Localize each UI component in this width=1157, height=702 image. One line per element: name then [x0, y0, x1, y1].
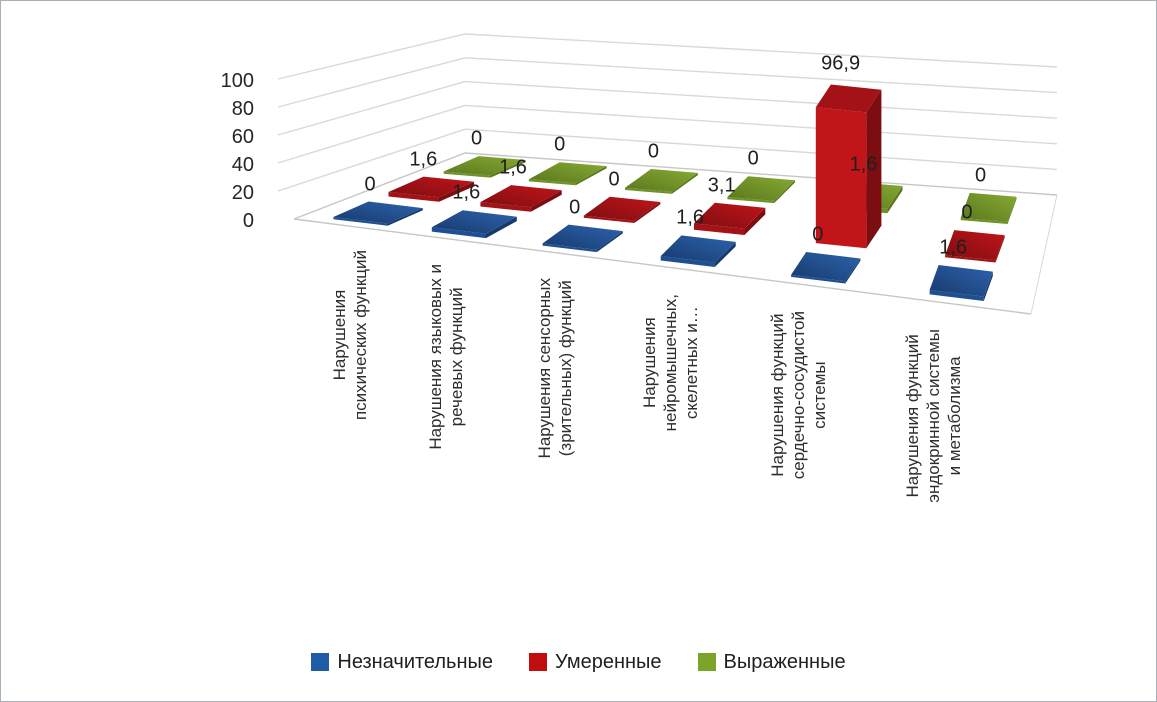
- column-side-face: [1007, 196, 1017, 224]
- floor-front-edge: [293, 218, 1032, 315]
- column-front-face: [791, 274, 846, 284]
- column-side-face: [490, 160, 526, 178]
- column-top-face: [815, 84, 882, 113]
- column-front-face: [388, 192, 439, 202]
- column-top-face: [443, 156, 526, 176]
- column-top-face: [945, 230, 1005, 261]
- column-top-face: [625, 169, 698, 192]
- column-side-face: [887, 186, 903, 214]
- legend-swatch-icon: [311, 653, 330, 671]
- column-side-face: [866, 89, 882, 249]
- column-top-face: [388, 176, 475, 198]
- legend-swatch-icon: [529, 653, 548, 671]
- column-side-face: [714, 241, 736, 267]
- column-front-face: [431, 227, 486, 239]
- floor-right-edge: [1030, 194, 1058, 315]
- legend: Незначительные Умеренные Выраженные: [1, 645, 1156, 679]
- legend-item: Выраженные: [697, 650, 846, 674]
- column-side-face: [387, 208, 423, 226]
- column-front-face: [528, 179, 576, 186]
- column-side-face: [575, 166, 607, 186]
- gridline: [277, 33, 1058, 80]
- column-side-face: [439, 181, 475, 202]
- column-front-face: [333, 217, 388, 226]
- gridline: [277, 57, 1058, 108]
- column-front-face: [727, 197, 775, 204]
- column-side-face: [671, 172, 698, 194]
- column-side-face: [634, 202, 661, 223]
- column-top-face: [791, 252, 861, 282]
- column-top-face: [960, 192, 1017, 222]
- column-top-face: [727, 176, 795, 201]
- column-side-face: [530, 190, 562, 212]
- column-top-face: [929, 265, 993, 297]
- column-top-face: [542, 224, 623, 250]
- column-top-face: [660, 235, 736, 263]
- gridline: [277, 104, 1058, 164]
- legend-label: Выраженные: [723, 650, 846, 673]
- column-side-face: [845, 258, 861, 284]
- column-top-face: [333, 201, 423, 224]
- column-front-face: [660, 256, 715, 267]
- column-top-face: [431, 210, 517, 234]
- column-side-face: [486, 216, 517, 239]
- column-front-face: [542, 243, 597, 253]
- legend-item: Умеренные: [529, 651, 662, 674]
- column-front-face: [583, 215, 635, 223]
- column-side-face: [744, 207, 766, 235]
- legend-item: Незначительные: [311, 651, 493, 674]
- column-top-face: [583, 196, 661, 221]
- column-front-face: [480, 202, 531, 212]
- column-front-face: [929, 290, 984, 301]
- column-side-face: [774, 180, 795, 204]
- column-front-face: [945, 255, 996, 263]
- column-side-face: [596, 231, 623, 253]
- column-front-face: [694, 223, 745, 235]
- column-side-face: [995, 235, 1005, 263]
- column-front-face: [625, 187, 672, 194]
- legend-label: Умеренные: [555, 650, 662, 673]
- legend-label: Незначительные: [337, 650, 494, 673]
- column-side-face: [983, 271, 993, 301]
- column-top-face: [480, 185, 562, 208]
- column-top-face: [694, 202, 766, 229]
- column-front-face: [443, 171, 491, 178]
- column-top-face: [528, 162, 607, 184]
- column-front-face: [960, 217, 1008, 224]
- column-front-face: [815, 107, 867, 249]
- legend-swatch-icon: [697, 653, 716, 671]
